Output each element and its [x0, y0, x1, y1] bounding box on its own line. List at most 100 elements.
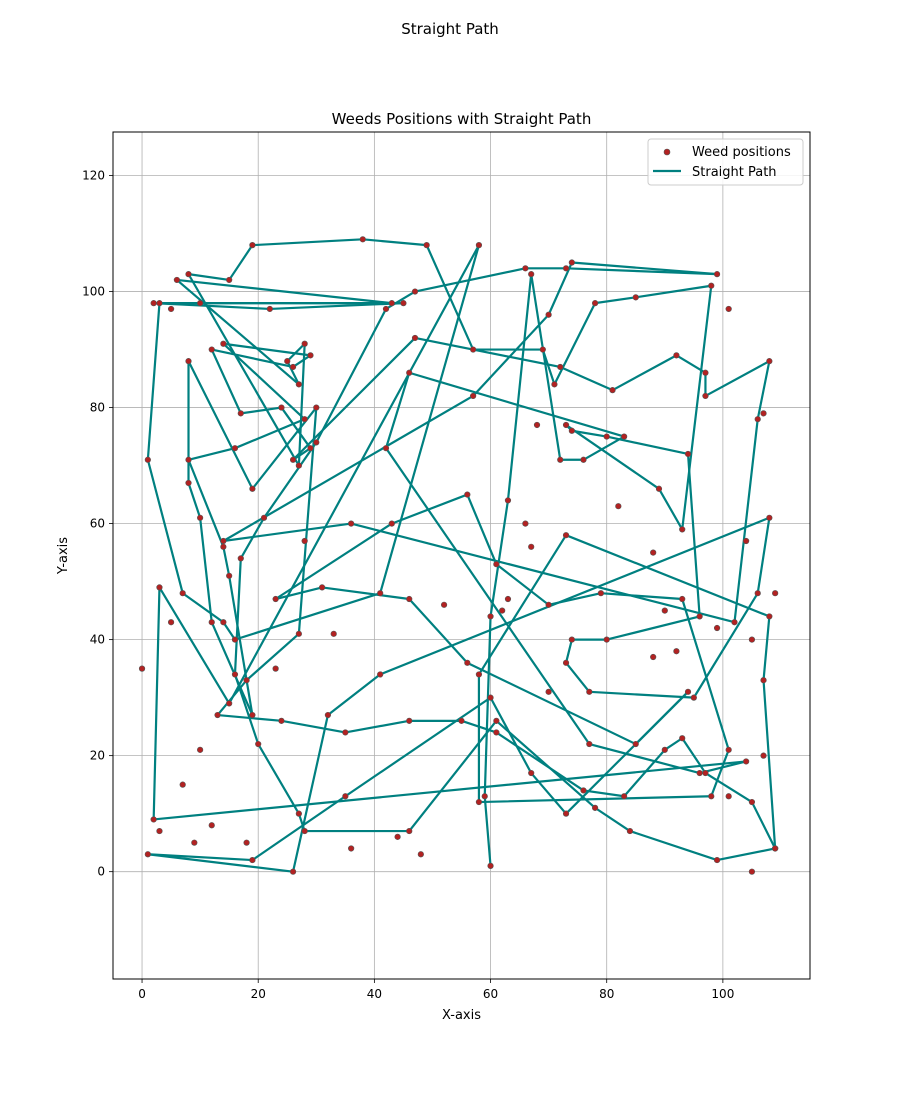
weed-point — [690, 694, 697, 701]
path-segment — [611, 354, 678, 392]
path-segment — [756, 516, 771, 595]
weed-point — [632, 740, 639, 748]
path-segment — [675, 354, 707, 374]
path-segment — [599, 592, 684, 601]
weed-point — [708, 282, 715, 289]
path-segment — [222, 621, 237, 641]
weed-point — [684, 450, 692, 458]
weed-point — [382, 305, 390, 313]
path-segment — [715, 847, 777, 862]
path-segment — [280, 406, 312, 450]
path-segment — [222, 342, 306, 421]
weed-point — [528, 543, 535, 550]
weed-point — [679, 735, 686, 742]
path-segment — [756, 360, 771, 421]
path-segment — [681, 737, 707, 775]
path-segment — [408, 371, 626, 438]
x-axis: 0 20 40 60 80 100 — [138, 979, 734, 1001]
x-tick-label: 100 — [711, 987, 734, 1001]
weed-point — [661, 746, 668, 753]
grid-lines — [113, 132, 810, 979]
weed-point — [597, 590, 605, 597]
x-tick-label: 60 — [483, 987, 498, 1001]
weed-point — [249, 485, 256, 492]
x-tick-label: 80 — [599, 987, 614, 1001]
weed-point — [708, 793, 715, 800]
weed-point — [377, 671, 384, 678]
path-segment — [233, 557, 242, 676]
weed-point — [603, 636, 610, 643]
path-segment — [704, 771, 754, 804]
weed-point — [766, 358, 773, 365]
figure-suptitle: Straight Path — [401, 20, 499, 38]
path-segment — [274, 522, 393, 601]
weed-point — [626, 827, 634, 835]
path-segment — [762, 679, 777, 850]
y-tick-label: 80 — [90, 401, 105, 415]
path-segment — [506, 273, 533, 502]
path-segment — [297, 342, 306, 467]
path-lines — [146, 238, 777, 873]
weed-point — [156, 584, 163, 591]
weed-point — [382, 445, 390, 452]
weed-point — [266, 305, 273, 313]
weed-point — [568, 259, 575, 266]
weed-point — [713, 624, 721, 632]
weed-point — [464, 659, 471, 666]
weed-point — [533, 421, 541, 429]
path-segment — [495, 731, 585, 792]
chart-title: Weeds Positions with Straight Path — [332, 110, 592, 128]
weed-point — [586, 688, 593, 695]
weed-point — [754, 590, 761, 597]
weed-point — [231, 445, 239, 452]
path-segment — [199, 516, 213, 624]
weed-point — [766, 613, 773, 620]
weed-point — [301, 537, 308, 545]
weed-point — [348, 520, 355, 527]
weed-point — [504, 595, 512, 603]
weed-point — [179, 781, 186, 788]
weed-point — [621, 793, 628, 800]
weed-point — [696, 769, 703, 777]
path-segment — [233, 592, 382, 641]
path-segment — [175, 278, 300, 386]
weed-point — [249, 856, 256, 864]
weed-point — [272, 665, 279, 672]
path-segment — [146, 458, 184, 595]
weed-point — [522, 265, 529, 272]
weed-point — [528, 769, 535, 777]
path-segment — [657, 487, 684, 531]
weed-point — [388, 520, 395, 527]
weed-point — [348, 845, 355, 852]
weed-point — [289, 868, 297, 875]
weed-point — [725, 305, 732, 313]
path-segment — [553, 302, 597, 386]
weed-point — [696, 613, 703, 620]
weed-point — [307, 445, 314, 452]
weed-point — [156, 827, 163, 835]
weed-point — [330, 630, 337, 637]
weed-point — [760, 752, 767, 759]
path-segment — [321, 586, 411, 601]
path-segment — [634, 284, 713, 299]
weed-point — [197, 300, 204, 307]
weed-point — [487, 694, 494, 701]
weed-point — [295, 462, 302, 469]
weed-point — [562, 810, 570, 817]
weed-point — [342, 729, 349, 736]
weed-point — [475, 242, 483, 249]
path-segment — [762, 615, 771, 682]
y-axis: 0 20 40 60 80 100 120 — [82, 169, 113, 879]
path-segment — [228, 574, 254, 717]
weed-point — [458, 717, 465, 724]
weed-point — [464, 491, 471, 498]
path-segment — [187, 273, 300, 467]
path-segment — [477, 534, 568, 676]
weed-point — [138, 665, 146, 672]
legend: Weed positions Straight Path — [647, 138, 804, 186]
path-segment — [187, 360, 254, 490]
weed-point — [545, 601, 552, 608]
weed-point — [243, 677, 250, 684]
y-tick-label: 60 — [90, 517, 105, 531]
path-segment — [291, 447, 312, 461]
